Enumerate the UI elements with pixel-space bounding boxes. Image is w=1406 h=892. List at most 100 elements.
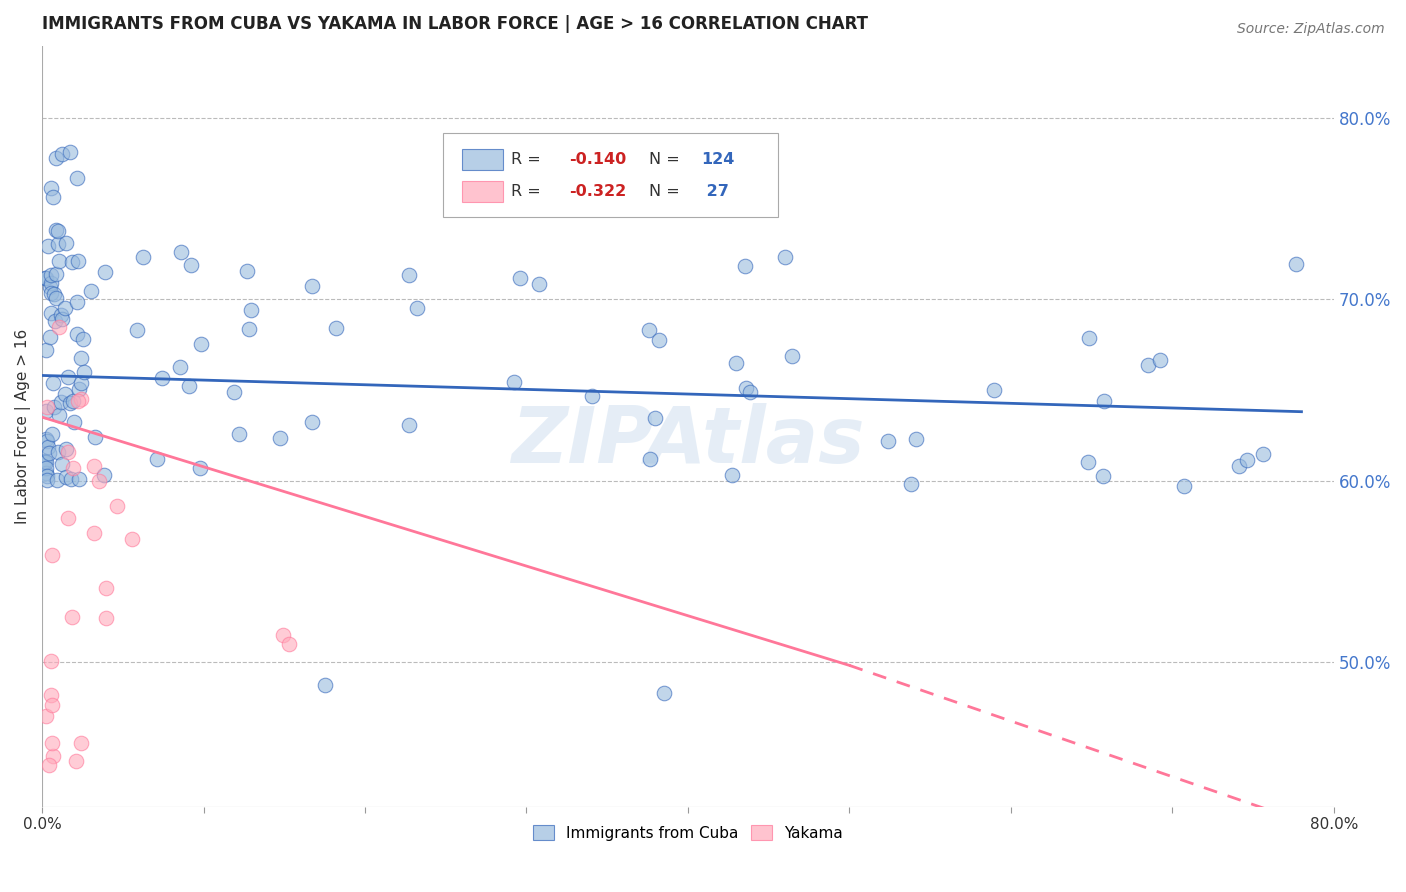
- Point: [48, 408, 70, 422]
- Point: [93, 468, 115, 483]
- Point: [62, 461, 84, 475]
- Point: [1149, 352, 1171, 367]
- Point: [35, 469, 58, 483]
- Point: [56, 511, 79, 525]
- Point: [1285, 257, 1308, 271]
- Point: [94, 611, 117, 625]
- Point: [39, 653, 62, 667]
- Point: [46, 445, 69, 459]
- Point: [222, 385, 245, 400]
- Point: [177, 379, 200, 393]
- Point: [72, 333, 94, 347]
- Point: [1092, 393, 1115, 408]
- Point: [45, 267, 67, 281]
- Point: [45, 292, 67, 306]
- Point: [236, 264, 259, 278]
- Point: [59, 396, 82, 410]
- Point: [70, 736, 93, 750]
- Point: [900, 477, 922, 491]
- Point: [55, 470, 77, 484]
- Point: [51, 308, 73, 322]
- Point: [66, 170, 89, 185]
- Point: [60, 255, 83, 269]
- Point: [121, 533, 143, 547]
- Point: [62, 393, 84, 408]
- Point: [62, 416, 84, 430]
- Point: [35, 404, 58, 418]
- Point: [301, 279, 323, 293]
- Point: [55, 301, 77, 316]
- Point: [180, 259, 202, 273]
- Point: [652, 685, 675, 699]
- Point: [740, 384, 762, 399]
- Point: [145, 451, 167, 466]
- Point: [238, 322, 260, 336]
- Point: [60, 472, 83, 486]
- Point: [94, 582, 117, 596]
- Point: [55, 442, 77, 456]
- Point: [773, 250, 796, 264]
- Point: [34, 343, 56, 357]
- Point: [527, 277, 550, 292]
- Point: [80, 285, 103, 299]
- Text: N =: N =: [650, 153, 685, 168]
- Point: [35, 461, 58, 475]
- Point: [51, 146, 73, 161]
- Point: [93, 265, 115, 279]
- Point: [45, 151, 67, 165]
- Point: [42, 376, 65, 390]
- Point: [42, 749, 65, 764]
- Point: [647, 334, 669, 348]
- Point: [228, 426, 250, 441]
- Point: [60, 609, 83, 624]
- Y-axis label: In Labor Force | Age > 16: In Labor Force | Age > 16: [15, 328, 31, 524]
- Point: [1078, 331, 1101, 345]
- Point: [48, 253, 70, 268]
- Point: [1077, 455, 1099, 469]
- Point: [67, 253, 90, 268]
- Point: [39, 268, 62, 283]
- Point: [269, 431, 291, 445]
- Point: [41, 305, 63, 319]
- Point: [39, 285, 62, 300]
- Point: [65, 755, 87, 769]
- Text: -0.322: -0.322: [569, 185, 626, 199]
- Point: [38, 279, 60, 293]
- Point: [46, 224, 69, 238]
- Point: [876, 434, 898, 448]
- Point: [35, 709, 58, 723]
- Point: [41, 181, 63, 195]
- Point: [35, 434, 58, 449]
- Point: [35, 473, 58, 487]
- Point: [87, 474, 110, 488]
- Point: [51, 395, 73, 409]
- Legend: Immigrants from Cuba, Yakama: Immigrants from Cuba, Yakama: [533, 825, 844, 841]
- Point: [35, 455, 58, 469]
- Point: [53, 386, 76, 401]
- Point: [83, 458, 105, 473]
- Point: [67, 472, 90, 486]
- Point: [398, 268, 420, 282]
- Point: [34, 271, 56, 285]
- FancyBboxPatch shape: [463, 181, 503, 202]
- Text: Source: ZipAtlas.com: Source: ZipAtlas.com: [1237, 22, 1385, 37]
- Point: [48, 319, 70, 334]
- Point: [398, 417, 420, 432]
- Point: [41, 736, 63, 750]
- Point: [37, 400, 59, 414]
- Point: [65, 327, 87, 342]
- Point: [55, 235, 77, 250]
- Point: [45, 223, 67, 237]
- Point: [39, 276, 62, 290]
- Point: [314, 678, 336, 692]
- Text: 27: 27: [700, 185, 728, 199]
- Text: -0.140: -0.140: [569, 153, 626, 168]
- Point: [67, 383, 90, 397]
- Point: [406, 301, 429, 315]
- Point: [1092, 468, 1115, 483]
- Text: ZIPAtlas: ZIPAtlas: [512, 403, 865, 479]
- Point: [46, 473, 69, 487]
- Text: R =: R =: [510, 153, 546, 168]
- Point: [46, 236, 69, 251]
- Point: [1173, 479, 1195, 493]
